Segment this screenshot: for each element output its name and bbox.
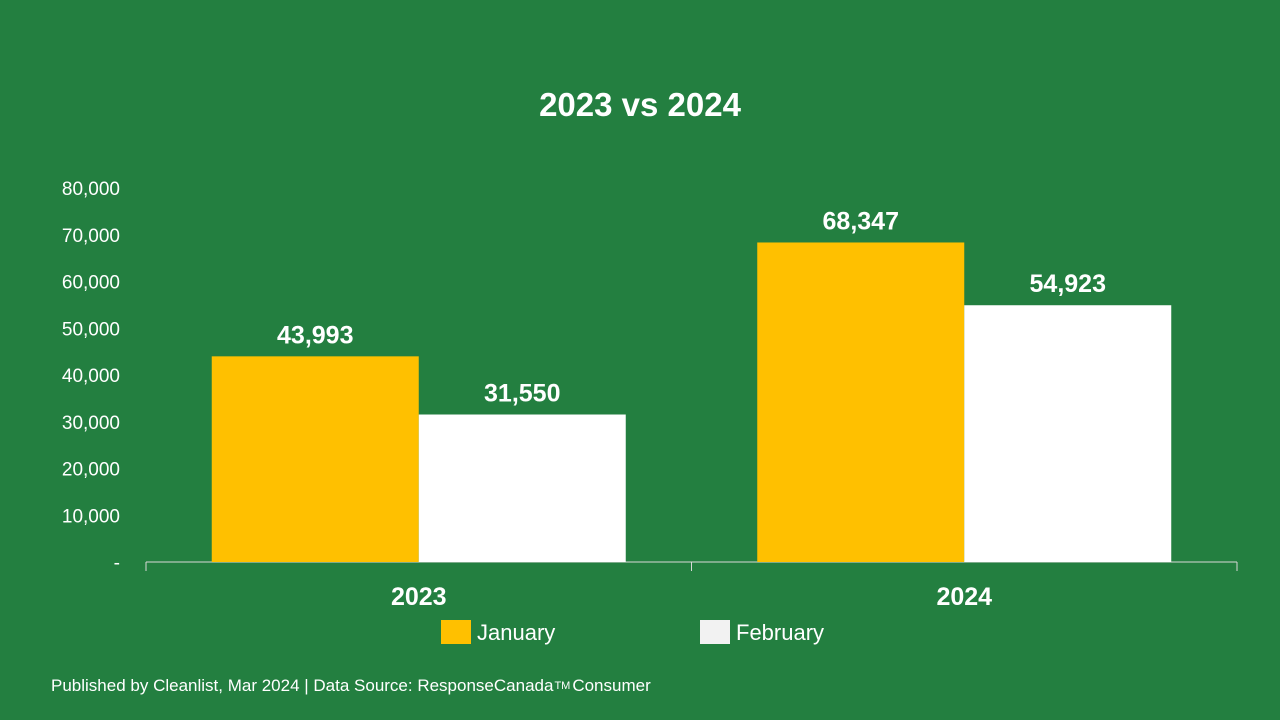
y-tick-label: 30,000: [62, 413, 120, 434]
data-label: 68,347: [823, 207, 899, 235]
bar-january-2023: [211, 356, 419, 562]
bar-january-2024: [757, 242, 965, 562]
data-label: 31,550: [484, 380, 560, 408]
y-tick-label: 10,000: [62, 506, 120, 527]
y-tick-label: 60,000: [62, 273, 120, 294]
y-tick-label: 20,000: [62, 460, 120, 481]
legend-swatch-january: [441, 620, 471, 644]
bar-february-2023: [418, 414, 626, 562]
y-tick-label: 80,000: [62, 179, 120, 200]
legend-swatch-february: [700, 620, 730, 644]
legend-label-february: February: [736, 620, 824, 645]
footer-prefix: Published by Cleanlist, Mar 2024 | Data …: [51, 676, 554, 695]
bar-february-2024: [964, 305, 1172, 562]
x-tick-label: 2024: [936, 583, 992, 611]
y-tick-label: 70,000: [62, 226, 120, 247]
footer-trademark: TM: [554, 680, 571, 692]
footer-suffix: Consumer: [572, 676, 651, 695]
data-label: 54,923: [1030, 270, 1106, 298]
data-label: 43,993: [277, 321, 353, 349]
chart-title: 2023 vs 2024: [539, 86, 742, 123]
x-tick-label: 2023: [391, 583, 447, 611]
y-tick-label: 50,000: [62, 319, 120, 340]
y-tick-label: 40,000: [62, 366, 120, 387]
footer-source: Published by Cleanlist, Mar 2024 | Data …: [51, 676, 651, 696]
legend-label-january: January: [477, 620, 555, 645]
y-tick-label: -: [114, 553, 120, 574]
